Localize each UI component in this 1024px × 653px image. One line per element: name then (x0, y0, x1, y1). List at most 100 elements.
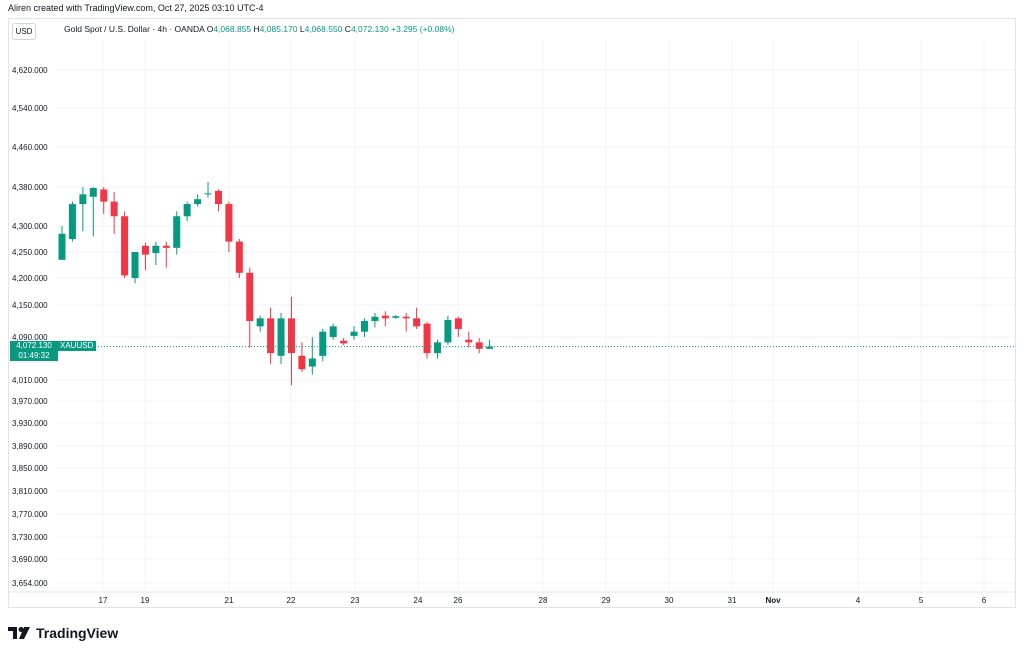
candle-body (454, 318, 462, 329)
price-axis: 4,620.000 4,540.000 4,460.000 4,380.000 4,30… (12, 66, 48, 588)
symbol-name[interactable]: Gold Spot / U.S. Dollar · 4h · OANDA (64, 24, 205, 34)
candle[interactable] (444, 315, 452, 346)
candle[interactable] (402, 313, 410, 332)
candle[interactable] (121, 211, 129, 278)
candle-body (214, 190, 222, 205)
candle[interactable] (131, 252, 139, 284)
candle[interactable] (329, 323, 337, 340)
candle[interactable] (141, 242, 149, 271)
x-tick-label: 28 (539, 596, 548, 605)
candle[interactable] (204, 182, 212, 198)
candle[interactable] (392, 315, 400, 319)
candle[interactable] (433, 339, 441, 359)
candle[interactable] (173, 211, 181, 255)
y-tick-label: 3,810.000 (12, 487, 48, 496)
currency-button[interactable]: USD (12, 23, 36, 40)
candle-body (141, 245, 149, 255)
candle-body (89, 187, 97, 197)
low-label: L (299, 24, 305, 34)
x-tick-label: 22 (287, 596, 296, 605)
candle-body (225, 204, 233, 242)
candle[interactable] (110, 191, 118, 234)
open-value: 4,068.855 (213, 24, 252, 34)
close-label: C (344, 24, 351, 34)
candle-body (465, 339, 473, 343)
y-tick-label: 4,620.000 (12, 66, 48, 75)
last-price: 4,072.130 (16, 341, 52, 350)
y-tick-label: 3,770.000 (12, 510, 48, 519)
candle-body (392, 316, 400, 318)
candle[interactable] (235, 239, 243, 278)
candles-layer (58, 182, 494, 386)
candle[interactable] (194, 194, 202, 207)
candle[interactable] (298, 342, 306, 372)
candle[interactable] (79, 187, 87, 232)
candle[interactable] (465, 331, 473, 348)
candle[interactable] (152, 241, 160, 265)
candle[interactable] (256, 315, 264, 332)
candle[interactable] (308, 337, 316, 375)
candle-body (110, 201, 118, 217)
x-tick-label: 24 (414, 596, 423, 605)
candle[interactable] (246, 267, 254, 348)
chart-frame[interactable] (8, 18, 1016, 608)
candle[interactable] (413, 307, 421, 329)
candle-body (131, 252, 139, 278)
candle-body (194, 199, 202, 205)
y-tick-label: 3,890.000 (12, 442, 48, 451)
candle-body (162, 245, 170, 248)
candle[interactable] (68, 201, 76, 242)
grid-layer (56, 40, 1015, 590)
y-tick-label: 4,300.000 (12, 222, 48, 231)
x-tick-label: 6 (982, 596, 987, 605)
candle-body (256, 318, 264, 327)
candle[interactable] (267, 307, 275, 364)
y-tick-label: 3,850.000 (12, 464, 48, 473)
candle[interactable] (371, 313, 379, 328)
candle[interactable] (100, 187, 108, 214)
candle[interactable] (277, 313, 285, 364)
candle-body (79, 194, 87, 205)
y-tick-label: 4,460.000 (12, 143, 48, 152)
candle[interactable] (58, 226, 66, 260)
candle[interactable] (89, 187, 97, 237)
y-tick-label: 3,930.000 (12, 419, 48, 428)
candle-body (277, 318, 285, 356)
x-tick-label: Nov (765, 596, 781, 605)
y-tick-label: 4,200.000 (12, 274, 48, 283)
candle[interactable] (475, 338, 483, 354)
candle-body (402, 316, 410, 319)
candle[interactable] (183, 201, 191, 222)
x-tick-label: 19 (141, 596, 150, 605)
candle-body (173, 216, 181, 248)
x-tick-label: 26 (454, 596, 463, 605)
candle-body (350, 331, 358, 336)
x-tick-label: 21 (225, 596, 234, 605)
candle[interactable] (423, 322, 431, 359)
candle-body (68, 204, 76, 239)
candle[interactable] (360, 318, 368, 337)
y-tick-label: 4,250.000 (12, 248, 48, 257)
candle-body (152, 245, 160, 254)
candle-body (413, 318, 421, 327)
candle[interactable] (454, 316, 462, 337)
x-tick-label: 30 (665, 596, 674, 605)
candle[interactable] (162, 241, 170, 268)
y-tick-label: 4,380.000 (12, 183, 48, 192)
x-tick-label: 17 (99, 596, 108, 605)
candle[interactable] (340, 338, 348, 346)
high-label: H (253, 24, 260, 34)
candle[interactable] (319, 329, 327, 362)
candle[interactable] (225, 201, 233, 252)
candle[interactable] (381, 311, 389, 327)
candle-body (433, 342, 441, 354)
candle[interactable] (350, 326, 358, 340)
candle-body (100, 189, 108, 202)
candle[interactable] (214, 189, 222, 212)
symbol-legend: Gold Spot / U.S. Dollar · 4h · OANDA O4,… (64, 24, 454, 34)
candle-body (287, 318, 295, 354)
close-value: 4,072.130 (350, 24, 389, 34)
candle[interactable] (287, 296, 295, 386)
candle[interactable] (486, 339, 494, 349)
